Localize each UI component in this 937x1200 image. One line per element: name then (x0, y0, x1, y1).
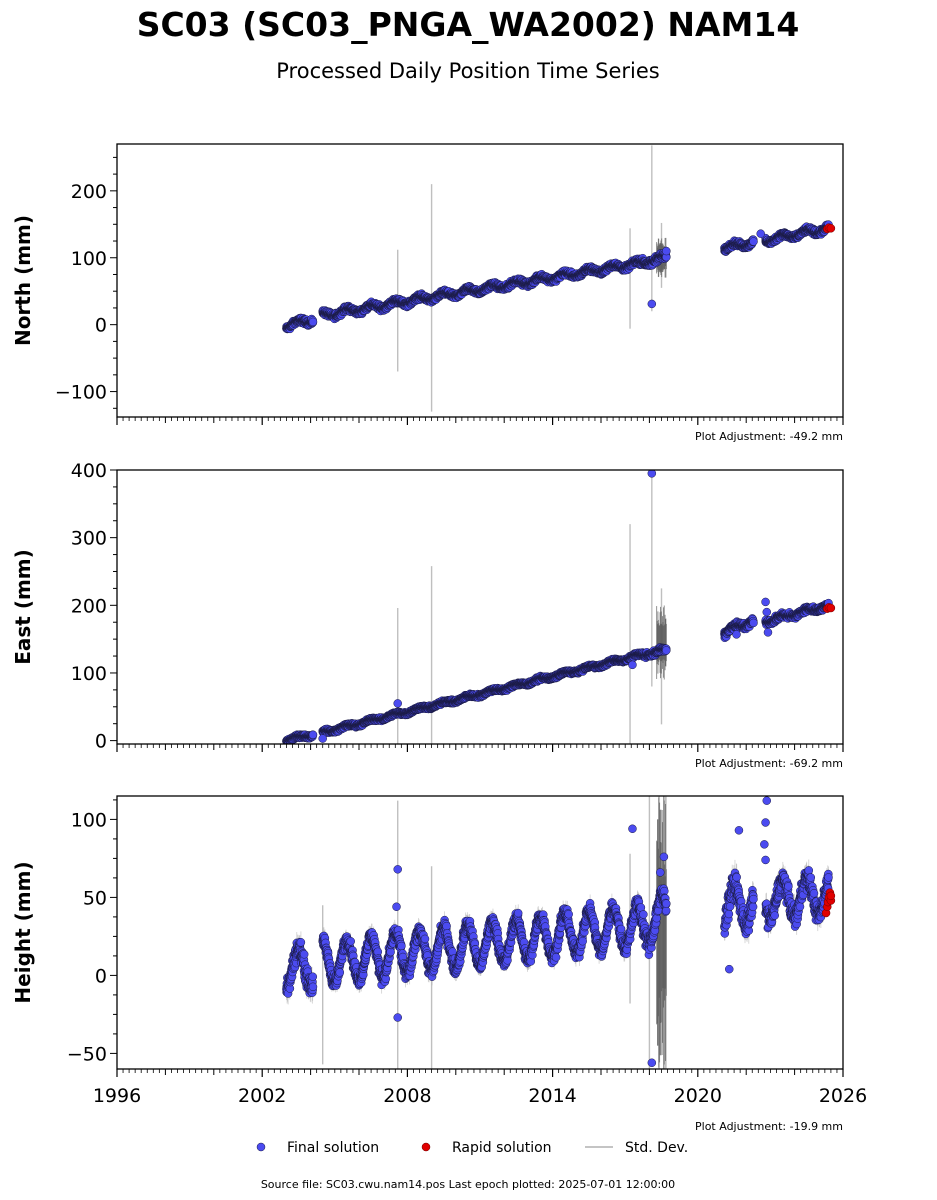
y-tick-label: 0 (95, 315, 107, 337)
panel-north: −100 0 100 200 North (mm) Plot Adjustment: -4… (11, 143, 844, 443)
y-tick-label: −100 (55, 382, 107, 404)
final-point (756, 229, 765, 238)
plot-adjustment-note: Plot Adjustment: -49.2 mm (695, 430, 843, 443)
y-tick-label: 100 (71, 248, 107, 270)
y-axis-label: North (mm) (11, 215, 35, 346)
final-solution-series (282, 220, 833, 334)
rapid-point (826, 224, 836, 233)
final-point (647, 299, 657, 309)
axes-frame (116, 143, 844, 418)
figure-subtitle: Processed Daily Position Time Series (276, 59, 660, 83)
plot-area (282, 145, 836, 412)
y-tick-label: 200 (71, 181, 107, 203)
figure-title: SC03 (SC03_PNGA_WA2002) NAM14 (137, 5, 800, 44)
final-point (308, 317, 318, 327)
plot-area (282, 470, 836, 744)
final-point (662, 246, 671, 256)
plot-panels: −100 0 100 200 North (mm) Plot Adjustment: -4… (11, 143, 867, 1133)
final-point (749, 237, 758, 246)
